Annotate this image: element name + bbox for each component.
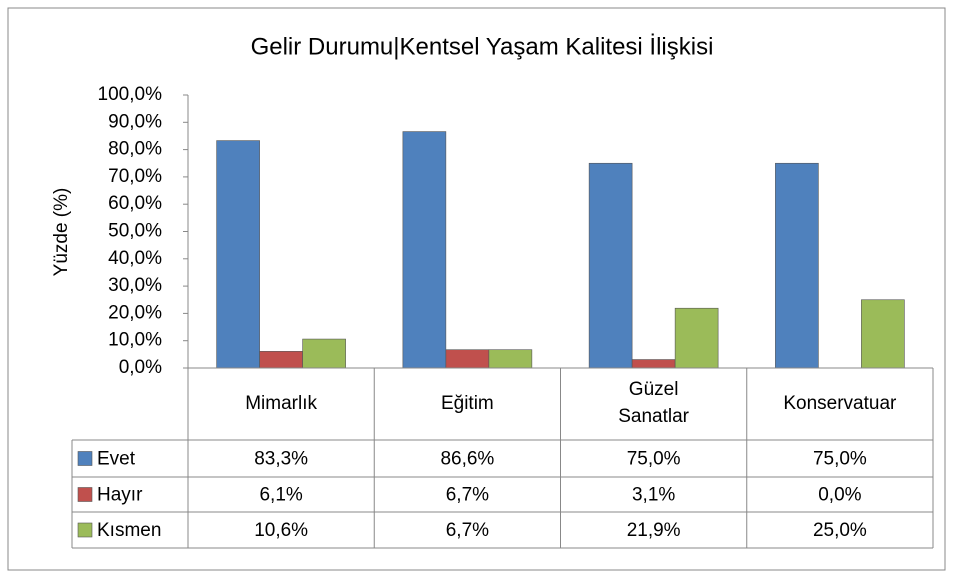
y-tick-label: 60,0% (108, 193, 162, 214)
x-tick-label: Güzel Sanatlar (618, 379, 690, 427)
data-label: 21,9% (627, 520, 681, 541)
x-tick-label-cell: Güzel Sanatlar (561, 368, 747, 440)
data-label: 83,3% (254, 449, 308, 470)
data-label: 6,1% (259, 485, 302, 506)
y-axis-label: Yüzde (%) (51, 188, 72, 277)
y-tick-label: 20,0% (108, 302, 162, 323)
legend-label: Kısmen (97, 520, 161, 541)
x-tick-label: Mimarlık (245, 392, 318, 414)
data-label: 0,0% (818, 485, 861, 506)
bar (775, 162, 819, 369)
x-tick-label-cell: Eğitim (374, 368, 560, 440)
x-tick-label: Konservatuar (783, 392, 897, 414)
chart-title: Gelir Durumu|Kentsel Yaşam Kalitesi İliş… (251, 33, 714, 60)
legend-swatch (77, 487, 93, 502)
y-tick-label: 30,0% (108, 275, 162, 296)
data-label: 6,7% (446, 485, 489, 506)
data-label: 75,0% (813, 449, 867, 470)
y-tick-label: 10,0% (108, 330, 162, 351)
legend-label: Evet (97, 449, 136, 470)
data-label: 6,7% (446, 520, 489, 541)
bar (302, 338, 346, 369)
y-tick-label: 80,0% (108, 139, 162, 160)
data-label: 3,1% (632, 485, 675, 506)
x-tick-label-cell: Mimarlık (188, 368, 374, 440)
x-tick-label-box: Konservatuar (747, 368, 933, 440)
bar (631, 359, 676, 369)
x-tick-label: Eğitim (440, 392, 494, 414)
data-label: 86,6% (440, 449, 494, 470)
data-label: 25,0% (813, 520, 867, 541)
x-tick-label-box: Mimarlık (188, 368, 374, 440)
bar (445, 349, 490, 369)
data-label: 10,6% (254, 520, 308, 541)
y-tick-label: 90,0% (108, 111, 162, 132)
y-tick-label: 50,0% (108, 221, 162, 242)
bar (259, 351, 303, 369)
bar (402, 131, 447, 369)
legend-swatch (77, 451, 93, 466)
y-tick-label: 100,0% (98, 84, 163, 105)
legend-swatch (77, 522, 93, 538)
bar (588, 162, 633, 369)
x-tick-label-box: Eğitim (374, 368, 560, 440)
data-label: 75,0% (627, 449, 681, 470)
y-tick-label: 70,0% (108, 166, 162, 187)
y-tick-label: 0,0% (119, 357, 162, 378)
bar (861, 299, 905, 369)
y-tick-label: 40,0% (108, 248, 162, 269)
bar (488, 349, 533, 369)
x-tick-label-cell: Konservatuar (747, 368, 933, 440)
bar (216, 140, 260, 369)
bar (674, 307, 719, 369)
legend-label: Hayır (97, 485, 143, 506)
x-tick-label-box: Güzel Sanatlar (561, 368, 747, 440)
